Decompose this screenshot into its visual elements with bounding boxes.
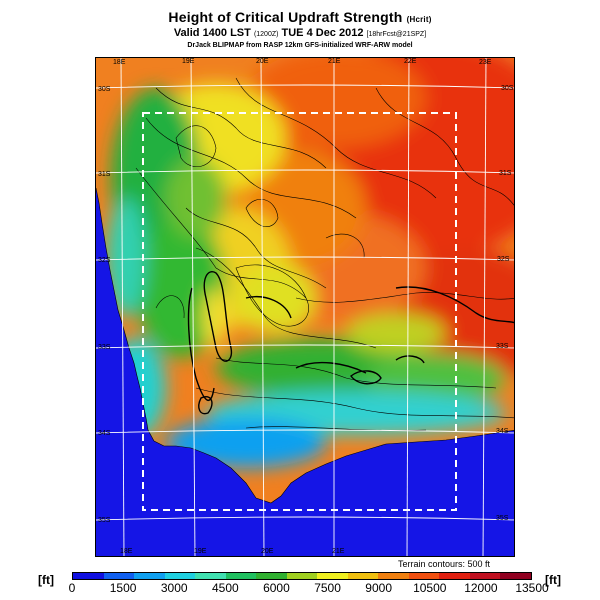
colorbar-tick-label: 13500	[515, 581, 549, 595]
colorbar-tick-label: 12000	[464, 581, 498, 595]
colorbar-unit-right: [ft]	[545, 573, 561, 587]
lon-label-top: 20E	[256, 58, 269, 65]
colorbar-segment	[195, 573, 226, 579]
lat-label-left: 33S	[98, 344, 111, 351]
lon-label-bottom: 21E	[332, 548, 345, 555]
colorbar-tick-label: 3000	[160, 581, 188, 595]
colorbar-segment	[500, 573, 531, 579]
colorbar-tick-label: 9000	[365, 581, 393, 595]
lat-label-left: 35S	[98, 517, 111, 524]
model-credit: DrJack BLIPMAP from RASP 12km GFS-initia…	[187, 42, 413, 49]
colorbar-segment	[286, 573, 318, 579]
colorbar-unit-left: [ft]	[38, 573, 54, 587]
colorbar-segment	[134, 573, 165, 579]
map-title: Height of Critical Updraft Strength (Hcr…	[0, 9, 600, 25]
colorbar-tick-label: 10500	[413, 581, 447, 595]
colorbar-tick-label: 1500	[109, 581, 137, 595]
colorbar-segment	[469, 573, 501, 579]
terrain-contours-note: Terrain contours: 500 ft	[398, 559, 491, 569]
title-suffix: (Hcrit)	[406, 15, 432, 24]
lon-label-top: 19E	[182, 58, 195, 65]
lon-label-top: 22E	[404, 58, 417, 65]
valid-time-line: Valid 1400 LST (1200Z) TUE 4 Dec 2012 [1…	[0, 27, 600, 39]
colorbar-segment	[347, 573, 379, 579]
inner-domain-box	[142, 112, 457, 511]
lat-label-left: 32S	[98, 257, 111, 264]
map-canvas	[96, 58, 514, 556]
lon-label-bottom: 20E	[261, 548, 274, 555]
lon-label-top: 18E	[113, 59, 126, 66]
colorbar-segment	[408, 573, 440, 579]
colorbar	[72, 572, 532, 580]
coastline	[96, 187, 514, 504]
lat-label-right: 32S	[497, 256, 510, 263]
valid-date: TUE 4 Dec 2012	[281, 27, 364, 39]
colorbar-segment	[256, 573, 287, 579]
colorbar-segment	[317, 573, 348, 579]
lon-label-bottom: 18E	[120, 548, 133, 555]
colorbar-segment	[378, 573, 409, 579]
lat-label-right: 35S	[496, 515, 509, 522]
colorbar-segment	[73, 573, 104, 579]
colorbar-segment	[225, 573, 257, 579]
lon-label-bottom: 19E	[194, 548, 207, 555]
colorbar-tick-label: 6000	[263, 581, 290, 595]
lon-label-top: 21E	[328, 58, 341, 65]
forecast-map: 18E 19E 20E 21E 22E 23E 18E 19E 20E 21E …	[95, 57, 515, 557]
lon-label-top: 23E	[479, 59, 492, 66]
valid-main: Valid 1400 LST	[173, 27, 251, 39]
forecast-info: [18hrFcst@21SPZ]	[366, 31, 427, 38]
lat-label-right: 30S	[501, 85, 514, 92]
land-field	[96, 58, 514, 503]
lat-label-left: 30S	[98, 86, 111, 93]
lat-lon-grid	[96, 58, 514, 556]
lat-label-right: 31S	[499, 170, 512, 177]
lat-label-left: 31S	[98, 171, 111, 178]
lat-label-right: 34S	[496, 428, 509, 435]
colorbar-tick-label: 0	[68, 581, 76, 595]
valid-code: (1200Z)	[253, 31, 279, 38]
colorbar-segment	[103, 573, 135, 579]
colorbar-segment	[439, 573, 470, 579]
colorbar-segment	[164, 573, 196, 579]
title-main: Height of Critical Updraft Strength	[168, 9, 403, 25]
colorbar-tick-label: 7500	[314, 581, 341, 595]
colorbar-tick-label: 4500	[211, 581, 239, 595]
lat-label-right: 33S	[496, 343, 509, 350]
lat-label-left: 34S	[98, 430, 111, 437]
